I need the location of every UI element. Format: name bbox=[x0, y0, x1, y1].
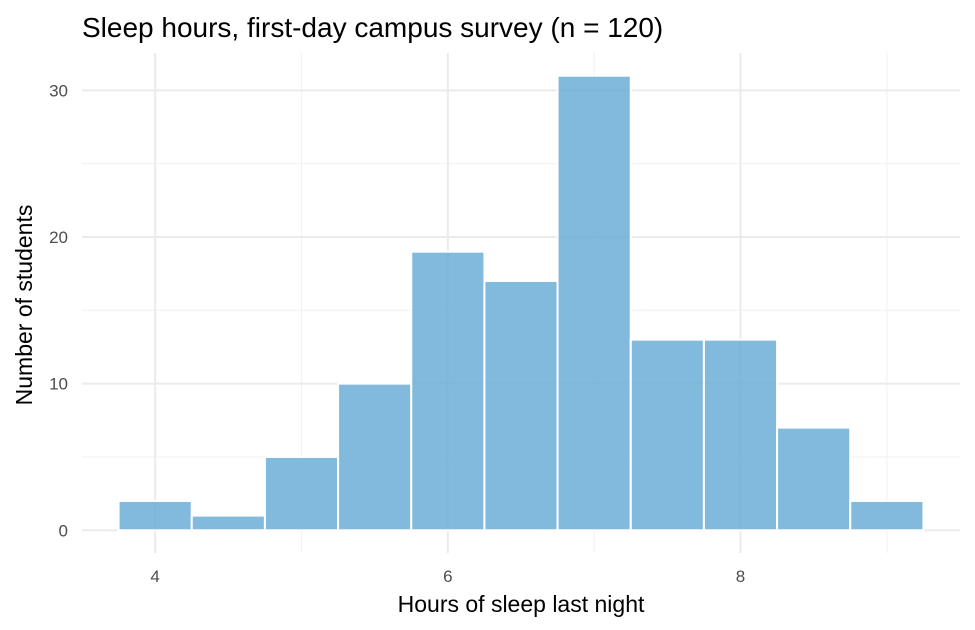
y-tick-label: 10 bbox=[49, 375, 68, 394]
histogram-bar bbox=[483, 280, 559, 532]
y-tick-label: 30 bbox=[49, 81, 68, 100]
histogram-bar bbox=[190, 514, 266, 532]
histogram-bar bbox=[776, 426, 852, 532]
tick-labels: 4 6 8 0 10 20 30 bbox=[49, 81, 745, 586]
histogram-bar bbox=[556, 74, 632, 532]
y-tick-label: 20 bbox=[49, 228, 68, 247]
y-tick-label: 0 bbox=[59, 521, 68, 540]
x-tick-label: 6 bbox=[443, 567, 452, 586]
histogram-bar bbox=[263, 455, 340, 532]
histogram-bar bbox=[849, 499, 925, 532]
y-axis-title: Number of students bbox=[11, 205, 37, 406]
histogram-bar bbox=[702, 338, 779, 532]
x-tick-label: 4 bbox=[150, 567, 159, 586]
chart-title: Sleep hours, first-day campus survey (n … bbox=[82, 12, 663, 43]
x-tick-label: 8 bbox=[736, 567, 745, 586]
histogram-bar bbox=[410, 250, 486, 532]
histogram-bar bbox=[629, 338, 705, 532]
bars bbox=[117, 74, 925, 532]
x-axis-title: Hours of sleep last night bbox=[398, 591, 645, 617]
histogram-bar bbox=[337, 382, 413, 532]
histogram-bar bbox=[117, 499, 193, 532]
